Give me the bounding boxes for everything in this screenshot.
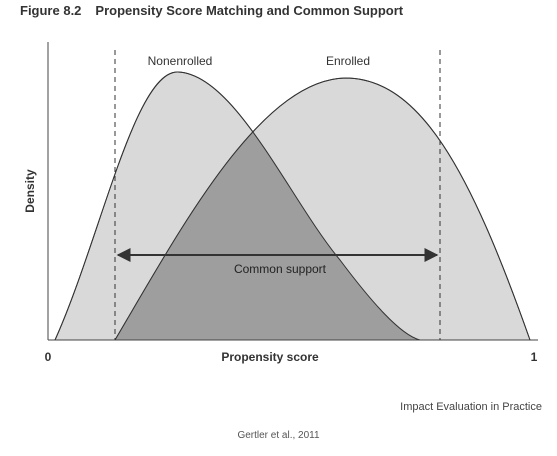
- x-axis-label: Propensity score: [221, 350, 319, 364]
- common-support-label: Common support: [234, 262, 327, 276]
- figure-title: Figure 8.2 Propensity Score Matching and …: [20, 3, 403, 18]
- enrolled-outline: [114, 77, 531, 341]
- figure-title-text: Propensity Score Matching and Common Sup…: [95, 3, 404, 18]
- x-tick-max: 1: [531, 350, 538, 364]
- nonenrolled-label: Nonenrolled: [148, 54, 213, 68]
- y-axis-label: Density: [23, 169, 37, 213]
- x-tick-min: 0: [45, 350, 52, 364]
- enrolled-label: Enrolled: [326, 54, 370, 68]
- source-book: Impact Evaluation in Practice: [400, 401, 542, 413]
- source-citation: Gertler et al., 2011: [237, 430, 320, 441]
- nonenrolled-outline: [54, 71, 421, 341]
- figure-number: Figure 8.2: [20, 3, 82, 18]
